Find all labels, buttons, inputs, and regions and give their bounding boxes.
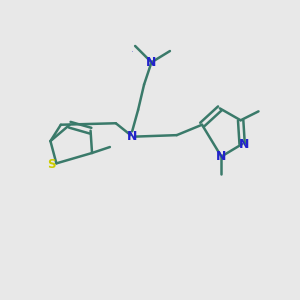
Text: N: N	[146, 56, 157, 69]
Text: S: S	[47, 158, 55, 171]
Text: N: N	[127, 130, 137, 143]
Text: N: N	[238, 138, 249, 151]
Text: N: N	[216, 150, 226, 163]
Text: N: N	[132, 50, 133, 52]
